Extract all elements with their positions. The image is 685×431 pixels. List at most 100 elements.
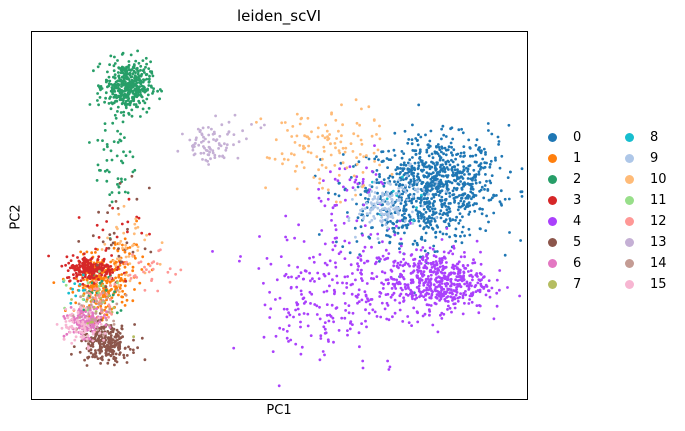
- point: [100, 308, 104, 312]
- point: [434, 289, 437, 293]
- point: [461, 170, 465, 174]
- point: [348, 165, 352, 169]
- point: [83, 323, 86, 327]
- point: [191, 148, 195, 152]
- point: [128, 100, 132, 104]
- point: [302, 144, 305, 148]
- point: [343, 275, 347, 279]
- point: [299, 320, 302, 324]
- point: [392, 226, 396, 230]
- point: [425, 171, 429, 175]
- point: [441, 124, 445, 128]
- point: [111, 271, 114, 274]
- point: [466, 177, 470, 180]
- point: [104, 249, 108, 252]
- point: [400, 242, 404, 246]
- point: [292, 153, 296, 157]
- point: [63, 317, 67, 320]
- point: [358, 212, 361, 216]
- point: [420, 193, 423, 197]
- point: [447, 251, 451, 255]
- point: [158, 97, 162, 101]
- point: [73, 282, 77, 285]
- point: [380, 220, 384, 224]
- point: [77, 259, 81, 263]
- point: [475, 138, 479, 142]
- point: [308, 271, 311, 275]
- point: [438, 170, 442, 174]
- point: [112, 259, 116, 263]
- point: [127, 113, 131, 116]
- point: [447, 160, 450, 164]
- point: [376, 206, 380, 210]
- point: [489, 159, 493, 163]
- point: [110, 268, 114, 271]
- point: [399, 163, 403, 167]
- point: [66, 316, 70, 320]
- point: [415, 183, 419, 187]
- legend-marker: [625, 258, 634, 268]
- point: [104, 80, 108, 84]
- point: [131, 253, 134, 256]
- point: [255, 120, 258, 124]
- point: [348, 178, 352, 182]
- point: [279, 255, 283, 258]
- point: [454, 157, 457, 161]
- point: [445, 208, 449, 212]
- point: [123, 265, 127, 269]
- point: [112, 327, 116, 331]
- point: [393, 285, 396, 288]
- point: [461, 296, 465, 300]
- point: [484, 229, 488, 233]
- point: [95, 307, 99, 310]
- point: [330, 111, 333, 115]
- point: [111, 206, 114, 210]
- point: [107, 352, 111, 356]
- point: [302, 312, 306, 315]
- point: [117, 254, 121, 258]
- point: [367, 197, 370, 201]
- point: [434, 168, 438, 172]
- point: [310, 292, 314, 296]
- point: [110, 200, 114, 204]
- point: [343, 150, 347, 154]
- point: [120, 102, 124, 106]
- point: [392, 291, 396, 295]
- point: [384, 223, 388, 227]
- point: [79, 279, 83, 282]
- point: [329, 315, 333, 318]
- legend-item-11: 11: [625, 191, 667, 209]
- point: [73, 338, 77, 342]
- point: [60, 326, 64, 330]
- point: [106, 85, 109, 89]
- point: [265, 257, 269, 260]
- point: [385, 202, 389, 206]
- point: [341, 146, 345, 150]
- point: [283, 121, 287, 124]
- point: [227, 120, 231, 124]
- point: [449, 249, 452, 253]
- point: [444, 205, 448, 208]
- point: [474, 178, 477, 182]
- point: [440, 189, 444, 193]
- point: [438, 283, 441, 287]
- point: [360, 298, 364, 302]
- point: [365, 202, 368, 205]
- point: [152, 87, 156, 90]
- point: [453, 283, 456, 287]
- point: [356, 268, 360, 272]
- point: [141, 107, 145, 111]
- point: [426, 189, 430, 192]
- point: [360, 322, 363, 325]
- point: [386, 304, 390, 307]
- point: [431, 323, 435, 327]
- point: [458, 271, 461, 274]
- point: [126, 230, 129, 234]
- point: [295, 187, 299, 191]
- point: [109, 89, 113, 93]
- point: [285, 336, 289, 340]
- point: [412, 269, 416, 273]
- point: [71, 264, 74, 267]
- point: [114, 356, 118, 360]
- point: [113, 55, 116, 59]
